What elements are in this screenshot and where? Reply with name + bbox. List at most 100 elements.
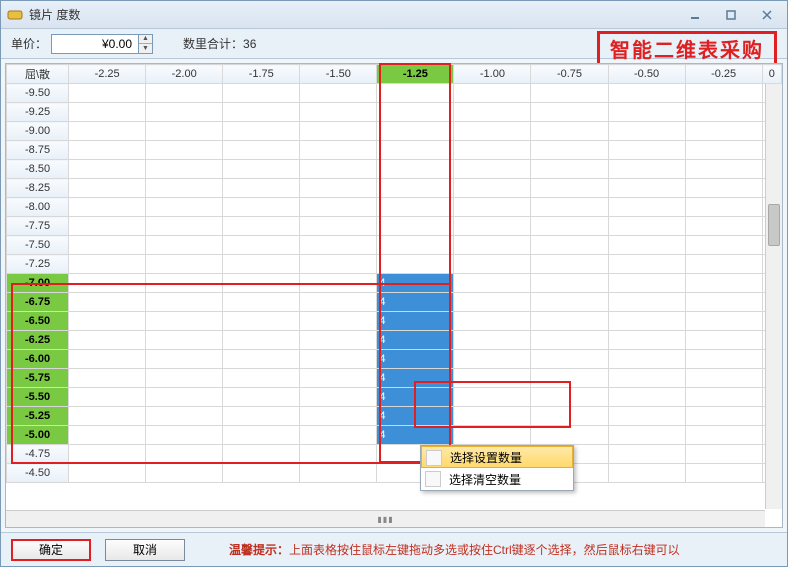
grid-cell[interactable] — [685, 445, 762, 464]
grid-cell[interactable] — [685, 464, 762, 483]
grid-cell[interactable] — [377, 255, 454, 274]
grid-cell[interactable] — [146, 122, 223, 141]
grid-cell[interactable] — [377, 84, 454, 103]
grid-cell[interactable]: 4 — [377, 312, 454, 331]
grid-cell[interactable] — [69, 236, 146, 255]
row-header[interactable]: -8.50 — [7, 160, 69, 179]
grid-cell[interactable] — [69, 84, 146, 103]
grid-cell[interactable] — [377, 236, 454, 255]
grid-cell[interactable] — [377, 179, 454, 198]
grid-cell[interactable] — [300, 122, 377, 141]
grid-cell[interactable] — [300, 217, 377, 236]
column-header[interactable]: -0.75 — [531, 65, 608, 84]
grid-cell[interactable] — [608, 369, 685, 388]
column-header[interactable]: -1.75 — [223, 65, 300, 84]
column-header[interactable]: -1.50 — [300, 65, 377, 84]
grid-cell[interactable] — [531, 141, 608, 160]
grid-cell[interactable] — [608, 103, 685, 122]
grid-cell[interactable] — [300, 369, 377, 388]
grid-cell[interactable] — [531, 217, 608, 236]
grid-cell[interactable] — [300, 445, 377, 464]
column-header[interactable]: -2.00 — [146, 65, 223, 84]
grid-cell[interactable] — [608, 217, 685, 236]
grid-cell[interactable] — [300, 255, 377, 274]
grid-cell[interactable] — [531, 179, 608, 198]
grid-cell[interactable] — [300, 312, 377, 331]
grid-cell[interactable] — [146, 274, 223, 293]
grid-cell[interactable] — [146, 217, 223, 236]
column-header[interactable]: -1.25 — [377, 65, 454, 84]
column-header[interactable]: -1.00 — [454, 65, 531, 84]
column-header[interactable]: -0.50 — [608, 65, 685, 84]
row-header[interactable]: -7.25 — [7, 255, 69, 274]
row-header[interactable]: -9.50 — [7, 84, 69, 103]
grid-cell[interactable] — [608, 388, 685, 407]
grid-cell[interactable] — [531, 350, 608, 369]
grid-cell[interactable] — [223, 445, 300, 464]
grid-cell[interactable]: 4 — [377, 369, 454, 388]
grid-cell[interactable] — [69, 350, 146, 369]
grid-cell[interactable] — [223, 274, 300, 293]
grid-cell[interactable] — [300, 179, 377, 198]
grid-cell[interactable] — [223, 331, 300, 350]
grid-cell[interactable] — [685, 369, 762, 388]
grid-cell[interactable] — [69, 388, 146, 407]
grid-cell[interactable] — [69, 160, 146, 179]
grid-cell[interactable] — [69, 312, 146, 331]
spin-up-icon[interactable]: ▲ — [139, 35, 152, 45]
grid-cell[interactable] — [608, 179, 685, 198]
grid-cell[interactable] — [531, 407, 608, 426]
row-header[interactable]: -9.25 — [7, 103, 69, 122]
spin-down-icon[interactable]: ▼ — [139, 44, 152, 53]
grid-cell[interactable] — [531, 312, 608, 331]
grid-cell[interactable] — [69, 331, 146, 350]
grid-cell[interactable] — [69, 274, 146, 293]
grid-cell[interactable]: 4 — [377, 331, 454, 350]
grid-cell[interactable] — [69, 426, 146, 445]
grid-cell[interactable] — [454, 407, 531, 426]
grid-cell[interactable]: 4 — [377, 293, 454, 312]
grid-cell[interactable] — [223, 217, 300, 236]
grid-cell[interactable] — [223, 293, 300, 312]
grid-cell[interactable] — [377, 141, 454, 160]
grid-cell[interactable] — [608, 122, 685, 141]
grid-cell[interactable] — [146, 426, 223, 445]
grid-cell[interactable] — [300, 426, 377, 445]
grid-cell[interactable] — [685, 293, 762, 312]
grid-cell[interactable] — [685, 198, 762, 217]
grid-cell[interactable] — [454, 293, 531, 312]
grid-cell[interactable]: 4 — [377, 426, 454, 445]
grid-cell[interactable] — [223, 388, 300, 407]
grid-cell[interactable] — [531, 255, 608, 274]
grid-cell[interactable] — [69, 122, 146, 141]
grid-cell[interactable] — [454, 331, 531, 350]
grid-cell[interactable]: 4 — [377, 350, 454, 369]
grid-cell[interactable] — [69, 293, 146, 312]
grid-cell[interactable] — [685, 407, 762, 426]
grid-cell[interactable] — [69, 464, 146, 483]
grid-cell[interactable] — [608, 445, 685, 464]
grid-cell[interactable] — [608, 407, 685, 426]
data-grid[interactable]: 屈\散-2.25-2.00-1.75-1.50-1.25-1.00-0.75-0… — [6, 64, 782, 483]
row-header[interactable]: -6.25 — [7, 331, 69, 350]
grid-cell[interactable] — [454, 369, 531, 388]
grid-cell[interactable] — [69, 198, 146, 217]
grid-cell[interactable] — [685, 103, 762, 122]
grid-cell[interactable] — [608, 426, 685, 445]
grid-cell[interactable] — [531, 84, 608, 103]
grid-cell[interactable] — [146, 255, 223, 274]
grid-cell[interactable] — [377, 217, 454, 236]
row-header[interactable]: -8.25 — [7, 179, 69, 198]
row-header[interactable]: -7.50 — [7, 236, 69, 255]
grid-cell[interactable] — [223, 103, 300, 122]
grid-cell[interactable] — [223, 407, 300, 426]
grid-cell[interactable] — [608, 141, 685, 160]
grid-cell[interactable] — [685, 141, 762, 160]
row-header[interactable]: -9.00 — [7, 122, 69, 141]
close-button[interactable] — [753, 6, 781, 24]
row-header[interactable]: -8.00 — [7, 198, 69, 217]
row-header[interactable]: -5.25 — [7, 407, 69, 426]
row-header[interactable]: -5.75 — [7, 369, 69, 388]
grid-cell[interactable] — [146, 445, 223, 464]
grid-cell[interactable] — [377, 122, 454, 141]
